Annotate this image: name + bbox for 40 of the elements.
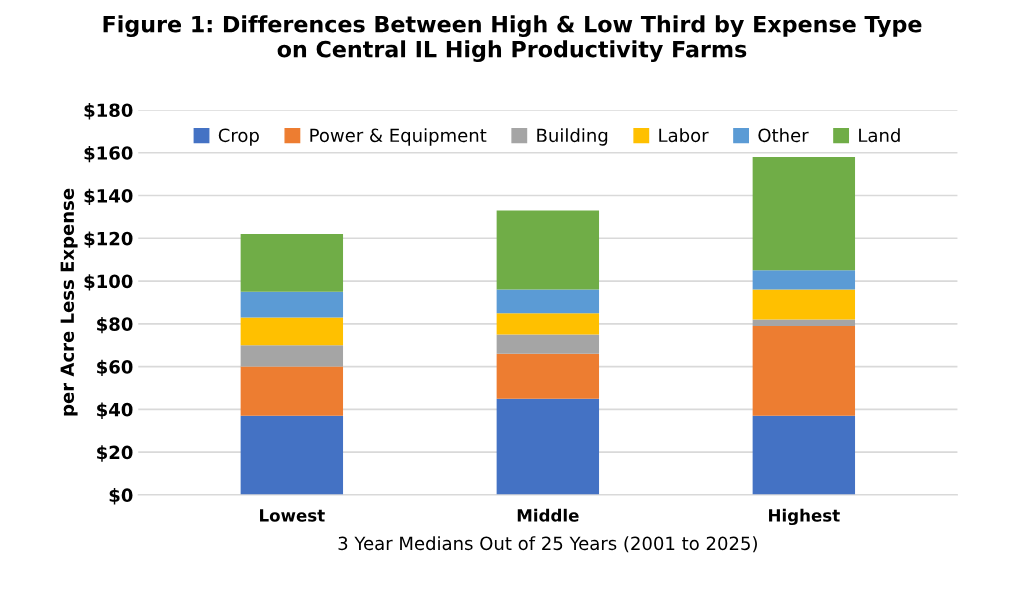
bar xyxy=(752,270,856,290)
bar xyxy=(496,334,600,354)
y-tick-label: $160 xyxy=(84,145,133,163)
bar xyxy=(752,415,856,495)
y-tick-label: $100 xyxy=(84,274,133,291)
bar xyxy=(496,353,600,399)
y-tick-label: $180 xyxy=(84,103,133,120)
bar xyxy=(752,325,856,416)
bar xyxy=(496,398,600,495)
bar xyxy=(240,317,344,346)
bar xyxy=(240,291,344,318)
y-tick-label: $80 xyxy=(97,316,133,334)
legend-label: Crop xyxy=(218,128,259,146)
y-tick-label: $60 xyxy=(97,359,133,377)
legend-label: Building xyxy=(537,128,608,146)
bar xyxy=(752,289,856,320)
bar xyxy=(240,234,344,292)
legend-label: Labor xyxy=(659,128,709,143)
y-tick-label: $20 xyxy=(97,445,133,462)
legend-label: Other xyxy=(758,128,809,143)
bar xyxy=(752,157,856,271)
x-tick-label: Lowest xyxy=(260,509,325,522)
y-tick-label: $120 xyxy=(84,231,133,248)
bar xyxy=(496,313,600,335)
legend-label: Power & Equipment xyxy=(310,128,487,146)
chart-title: Figure 1: Differences Between High & Low Third by Expense Type on Central IL High Productivity Farms xyxy=(103,15,922,63)
y-tick-label: $140 xyxy=(84,188,133,206)
y-tick-label: $40 xyxy=(97,402,133,419)
bar xyxy=(240,366,344,416)
legend-label: Land xyxy=(859,128,900,143)
x-tick-label: Middle xyxy=(517,508,579,522)
y-tick-label: $0 xyxy=(109,488,133,505)
x-axis-title: 3 Year Medians Out of 25 Years (2001 to 2025) xyxy=(338,536,757,553)
y-axis-title: per Acre Less Expense xyxy=(60,188,78,416)
bar xyxy=(752,319,856,326)
bar xyxy=(496,289,600,314)
bar xyxy=(240,415,344,495)
bar xyxy=(240,345,344,367)
bar xyxy=(496,210,600,290)
x-tick-label: Highest xyxy=(769,508,840,526)
